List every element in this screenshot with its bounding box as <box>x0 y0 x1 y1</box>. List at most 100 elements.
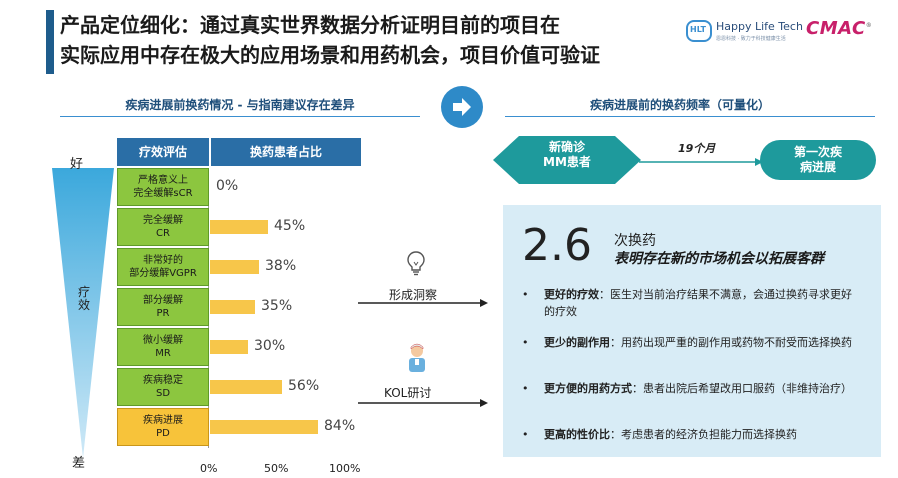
efficacy-cell: 疾病进展 PD <box>117 408 209 446</box>
switch-ratio-bar <box>210 300 255 314</box>
efficacy-line2: CR <box>156 228 170 239</box>
arrow-right-icon <box>441 86 483 128</box>
bullet-dot-icon: • <box>522 336 529 349</box>
switch-ratio-bar <box>210 420 318 434</box>
bullet-bold: 更方便的用药方式 <box>544 382 632 395</box>
bullet-text: ：医生对当前治疗结果不满意，会通过换药寻求更好的疗效 <box>544 288 852 318</box>
efficacy-cell-text: 非常好的部分缓解VGPR <box>129 254 197 280</box>
insight-label: 形成洞察 <box>389 288 438 302</box>
lightbulb-icon <box>407 251 425 276</box>
efficacy-line1: 完全缓解 <box>143 215 183 226</box>
registered-mark: ® <box>865 22 873 29</box>
efficacy-line1: 疾病进展 <box>143 415 183 426</box>
efficacy-line2: PR <box>156 308 170 319</box>
right-section-heading: 疾病进展前的换药频率（可量化） <box>589 98 770 112</box>
efficacy-line2: 完全缓解sCR <box>133 188 193 199</box>
efficacy-cell: 严格意义上完全缓解sCR <box>117 168 209 206</box>
efficacy-line1: 疾病稳定 <box>143 375 183 386</box>
switch-ratio-label: 56% <box>288 378 320 394</box>
efficacy-cell: 疾病稳定 SD <box>117 368 209 406</box>
switch-ratio-label: 35% <box>261 298 293 314</box>
bullet-item: • 更好的疗效：医生对当前治疗结果不满意，会通过换药寻求更好的疗效 <box>522 286 858 320</box>
bullet-item: • 更方便的用药方式：患者出院后希望改用口服药（非维持治疗） <box>522 380 858 397</box>
efficacy-line2: PD <box>156 428 170 439</box>
switch-ratio-label: 0% <box>216 178 239 194</box>
insight-arrow-icon <box>358 299 488 307</box>
efficacy-cell: 非常好的部分缓解VGPR <box>117 248 209 286</box>
bullet-bold: 更高的性价比 <box>544 428 610 441</box>
efficacy-line1: 部分缓解 <box>143 295 183 306</box>
flow-duration: 19个月 <box>678 142 716 155</box>
flow-start-diamond: 新确诊 MM患者 <box>493 132 641 188</box>
efficacy-cell: 微小缓解 MR <box>117 328 209 366</box>
doctor-icon <box>409 343 425 372</box>
switch-count-number: 2.6 <box>522 220 592 271</box>
column-header-efficacy: 疗效评估 <box>117 138 209 166</box>
switch-ratio-bar <box>210 220 268 234</box>
scale-bad-label: 差 <box>72 456 86 471</box>
bullet-text: ：考虑患者的经济负担能力而选择换药 <box>610 428 797 441</box>
bullet-dot-icon: • <box>522 288 529 301</box>
switch-ratio-label: 38% <box>265 258 297 274</box>
bullet-bold: 更少的副作用 <box>544 336 610 349</box>
column-header-switch-ratio: 换药患者占比 <box>211 138 361 166</box>
cloud-logo-mark: HLT <box>690 25 706 34</box>
switch-ratio-bar <box>210 260 259 274</box>
efficacy-line2: SD <box>155 388 171 399</box>
logo-hlt-subtext: 恩恩科技 · 致力于科技健康生活 <box>716 36 786 42</box>
axis-tick-0: 0% <box>200 462 218 475</box>
cloud-logo-icon: HLT <box>686 20 712 42</box>
efficacy-line1: 非常好的 <box>142 255 183 266</box>
switch-ratio-label: 30% <box>254 338 286 354</box>
title-accent-bar <box>46 10 54 74</box>
efficacy-line1: 微小缓解 <box>143 335 183 346</box>
efficacy-line1: 严格意义上 <box>137 175 188 186</box>
page-title: 产品定位细化：通过真实世界数据分析证明目前的项目在 实际应用中存在极大的应用场景… <box>60 10 740 70</box>
efficacy-line2: MR <box>155 348 171 359</box>
happy-life-tech-logo: HLT Happy Life Tech 恩恩科技 · 致力于科技健康生活 <box>686 18 806 48</box>
logo-hlt-text: Happy Life Tech <box>716 20 803 33</box>
bullet-text: ：患者出院后希望改用口服药（非维持治疗） <box>632 382 852 395</box>
scale-good-label: 好 <box>70 157 84 172</box>
efficacy-cell-text: 部分缓解 PR <box>143 294 183 320</box>
diamond-shape <box>493 136 641 184</box>
efficacy-scale-triangle <box>52 168 114 458</box>
efficacy-cell-text: 疾病稳定 SD <box>143 374 183 400</box>
bullet-dot-icon: • <box>522 382 529 395</box>
kol-arrow-icon <box>358 399 488 407</box>
market-opportunity-label: 表明存在新的市场机会以拓展客群 <box>614 251 824 267</box>
flow-end-line1: 第一次疾 <box>793 145 842 159</box>
flow-start-line1: 新确诊 <box>548 140 585 154</box>
scale-axis-label: 疗效 <box>78 285 91 312</box>
switch-count-label: 次换药 <box>614 233 656 249</box>
page-title-line1: 产品定位细化：通过真实世界数据分析证明目前的项目在 <box>60 13 560 37</box>
axis-tick-100: 100% <box>329 462 361 475</box>
page-title-line2: 实际应用中存在极大的应用场景和用药机会，项目价值可验证 <box>60 43 600 67</box>
axis-tick-50: 50% <box>264 462 289 475</box>
efficacy-line2: 部分缓解VGPR <box>129 268 197 279</box>
right-heading-underline <box>505 116 875 117</box>
insight-panel <box>503 205 881 457</box>
bullet-text: ：用药出现严重的副作用或药物不耐受而选择换药 <box>610 336 852 349</box>
cmac-logo-text: CMAC <box>806 18 866 39</box>
cmac-logo: CMAC® <box>806 18 872 39</box>
switch-ratio-label: 84% <box>324 418 356 434</box>
switch-ratio-label: 45% <box>274 218 306 234</box>
efficacy-cell-text: 严格意义上完全缓解sCR <box>133 174 192 200</box>
efficacy-cell-text: 完全缓解 CR <box>143 214 183 240</box>
left-section-heading: 疾病进展前换药情况 - 与指南建议存在差异 <box>125 98 355 112</box>
switch-ratio-bar <box>210 340 248 354</box>
efficacy-cell-text: 微小缓解 MR <box>143 334 183 360</box>
flow-start-text: 新确诊 MM患者 <box>493 140 641 170</box>
flow-arrow-icon <box>639 158 763 166</box>
bullet-bold: 更好的疗效 <box>544 288 599 301</box>
flow-start-line2: MM患者 <box>543 155 591 169</box>
flow-end-pill: 第一次疾 病进展 <box>760 140 876 180</box>
bullet-item: • 更少的副作用：用药出现严重的副作用或药物不耐受而选择换药 <box>522 334 858 351</box>
efficacy-cell: 完全缓解 CR <box>117 208 209 246</box>
switch-ratio-bar <box>210 380 282 394</box>
efficacy-cell-text: 疾病进展 PD <box>143 414 183 440</box>
flow-end-line2: 病进展 <box>799 160 836 174</box>
efficacy-cell: 部分缓解 PR <box>117 288 209 326</box>
bullet-dot-icon: • <box>522 428 529 441</box>
